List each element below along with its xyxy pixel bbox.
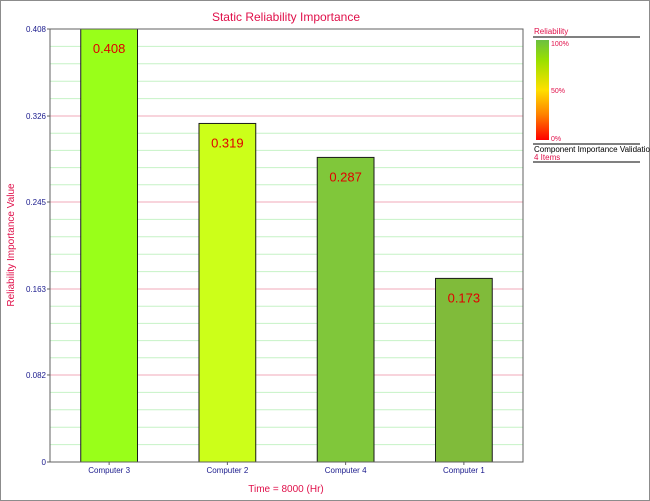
y-tick-label: 0.245 [26, 198, 47, 207]
bars: 0.408 0.319 0.287 0.173 [80, 28, 493, 463]
x-axis-label: Time = 8000 (Hr) [248, 484, 323, 495]
x-tick-label: Computer 1 [443, 466, 485, 475]
y-tick-label: 0.082 [26, 371, 47, 380]
legend-item-count: 4 Items [534, 153, 561, 162]
x-tick-label: Computer 4 [325, 466, 367, 475]
legend: 100% 50% 0% [533, 36, 640, 163]
legend-scale-label-high: 100% [551, 41, 569, 48]
legend-subtitle: Component Importance Validation [534, 145, 650, 154]
y-tick-label: 0.408 [26, 25, 47, 34]
legend-scale-label-mid: 50% [551, 88, 565, 95]
bar-value-label: 0.287 [329, 169, 362, 184]
chart-title: Static Reliability Importance [212, 10, 360, 24]
y-tick-label: 0.163 [26, 285, 47, 294]
y-axis-label: Reliability Importance Value [6, 183, 17, 307]
y-axis-ticks: 0 0.082 0.163 0.245 0.326 0.408 [26, 25, 50, 467]
x-tick-label: Computer 2 [206, 466, 248, 475]
x-tick-label: Computer 3 [88, 466, 130, 475]
bar-computer-2 [198, 122, 257, 463]
legend-color-scale [536, 40, 549, 140]
legend-title: Reliability [534, 27, 569, 36]
bar-computer-1 [434, 277, 493, 463]
bar-computer-4 [316, 156, 375, 463]
x-axis-ticks: Computer 3 Computer 2 Computer 4 Computer 1 [88, 462, 485, 475]
y-tick-label: 0.326 [26, 112, 47, 121]
bar-computer-3 [80, 28, 139, 463]
bar-value-label: 0.173 [448, 290, 481, 305]
plot-border [49, 28, 524, 463]
bar-value-label: 0.319 [211, 135, 244, 150]
bar-value-label: 0.408 [93, 41, 126, 56]
legend-scale-label-low: 0% [551, 136, 561, 143]
y-tick-label: 0 [42, 458, 47, 467]
